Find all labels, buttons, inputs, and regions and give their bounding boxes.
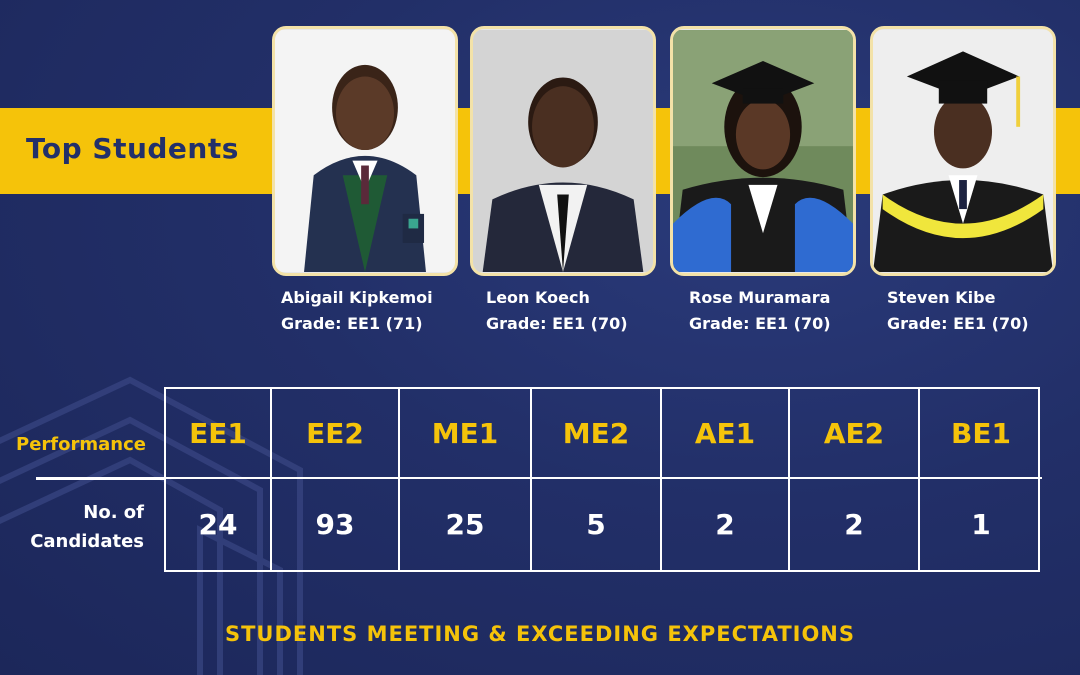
student-photo-4	[870, 26, 1056, 276]
student-name: Leon Koech	[486, 288, 590, 307]
student-photo-2	[470, 26, 656, 276]
student-name: Rose Muramara	[689, 288, 831, 307]
student-grade: Grade: EE1 (71)	[281, 314, 423, 333]
candidate-count: 1	[971, 508, 991, 541]
student-portrait-image	[673, 30, 853, 272]
student-caption-3: Rose Muramara Grade: EE1 (70)	[689, 285, 831, 337]
performance-row-label: Performance	[16, 434, 146, 455]
student-grade: Grade: EE1 (70)	[486, 314, 628, 333]
grade-header: BE1	[920, 389, 1042, 479]
grade-header: AE1	[662, 389, 790, 479]
label-divider	[36, 477, 166, 480]
candidates-row-label: No. of Candidates	[30, 502, 144, 552]
grade-header: EE2	[272, 389, 400, 479]
background-house-outline	[0, 376, 303, 675]
candidate-count: 2	[790, 479, 920, 570]
student-portrait-image	[473, 30, 653, 272]
student-caption-1: Abigail Kipkemoi Grade: EE1 (71)	[281, 285, 433, 337]
student-caption-2: Leon Koech Grade: EE1 (70)	[486, 285, 628, 337]
student-portrait-image	[275, 30, 455, 272]
student-caption-4: Steven Kibe Grade: EE1 (70)	[887, 285, 1029, 337]
candidate-count: 2	[662, 479, 790, 570]
footer-tagline: STUDENTS MEETING & EXCEEDING EXPECTATION…	[224, 622, 856, 646]
student-grade: Grade: EE1 (70)	[887, 314, 1029, 333]
student-name: Abigail Kipkemoi	[281, 288, 433, 307]
candidate-count: 5	[532, 479, 662, 570]
results-table: EE1 EE2 ME1 ME2 AE1 AE2 BE1 24 93 25 5 2…	[164, 387, 1042, 572]
candidate-count: 93	[272, 479, 400, 570]
student-grade: Grade: EE1 (70)	[689, 314, 831, 333]
candidate-count: 25	[400, 479, 532, 570]
section-title: Top Students	[26, 132, 239, 165]
grade-header: EE1	[166, 389, 272, 479]
student-portrait-image	[873, 30, 1053, 272]
grade-header: AE2	[790, 389, 920, 479]
grade-header: ME1	[400, 389, 532, 479]
student-name: Steven Kibe	[887, 288, 996, 307]
student-photo-3	[670, 26, 856, 276]
candidate-count: 24	[166, 479, 272, 570]
grade-header: ME2	[532, 389, 662, 479]
student-photo-1	[272, 26, 458, 276]
